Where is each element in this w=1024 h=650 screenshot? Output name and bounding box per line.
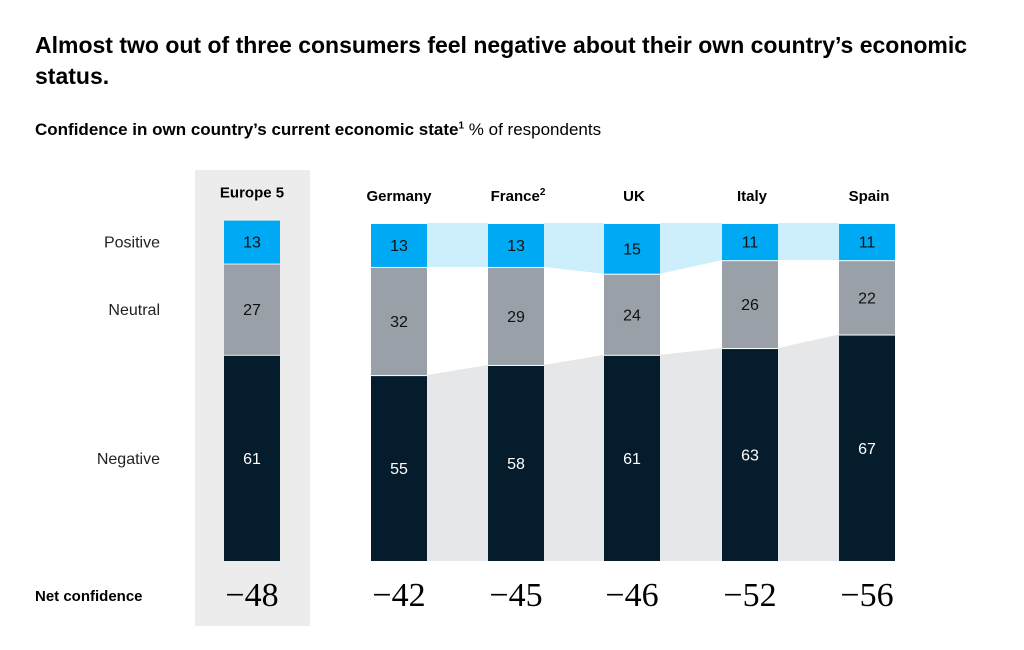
- category-label: UK: [623, 188, 645, 205]
- data-label-negative: 58: [507, 456, 525, 473]
- data-label-positive: 11: [859, 235, 876, 252]
- net-confidence-label: Net confidence: [35, 588, 143, 605]
- subtitle-footnote: 1: [458, 120, 465, 132]
- net-confidence-value: −52: [723, 577, 776, 614]
- chart-title: Almost two out of three consumers feel n…: [35, 32, 968, 89]
- data-label-neutral: 22: [858, 290, 876, 307]
- bar-segment-negative: [839, 335, 895, 561]
- bar-segment-negative: [604, 355, 660, 561]
- data-label-neutral: 29: [507, 309, 525, 326]
- negative-connector-band: [544, 354, 604, 561]
- positive-connector-band: [660, 223, 722, 274]
- bar-segment-positive: [604, 224, 660, 274]
- category-label: Spain: [849, 188, 890, 205]
- category-label: Italy: [737, 188, 768, 205]
- bar-segment-negative: [224, 355, 280, 561]
- chart-subtitle: Confidence in own country’s current econ…: [35, 120, 601, 140]
- positive-connector-band: [544, 223, 604, 274]
- data-label-positive: 13: [507, 238, 525, 255]
- data-label-negative: 63: [741, 448, 759, 465]
- bar-segment-neutral: [224, 264, 280, 355]
- bar-segment-positive: [488, 224, 544, 267]
- bar-segment-neutral: [722, 261, 778, 349]
- data-label-negative: 55: [390, 461, 408, 478]
- negative-connector-band: [778, 334, 839, 561]
- data-label-positive: 15: [623, 241, 641, 258]
- negative-connector-band: [427, 364, 488, 561]
- data-label-negative: 61: [623, 451, 641, 468]
- net-confidence-value: −48: [225, 577, 278, 614]
- bar-segment-positive: [839, 224, 895, 261]
- bar-segment-negative: [722, 349, 778, 561]
- data-label-positive: 13: [390, 238, 408, 255]
- net-confidence-value: −46: [605, 577, 658, 614]
- row-label-negative: Negative: [97, 451, 160, 468]
- subtitle-main: Confidence in own country’s current econ…: [35, 120, 459, 139]
- positive-connector-band: [427, 223, 488, 267]
- data-label-negative: 67: [858, 441, 876, 458]
- bar-segment-negative: [488, 365, 544, 561]
- row-label-positive: Positive: [104, 235, 160, 252]
- bar-segment-neutral: [371, 267, 427, 376]
- bar-segment-positive: [371, 224, 427, 267]
- subtitle-unit: % of respondents: [468, 120, 602, 139]
- data-label-negative: 61: [243, 451, 261, 468]
- bar-segment-positive: [224, 220, 280, 264]
- net-confidence-value: −45: [489, 577, 542, 614]
- data-label-positive: 13: [243, 235, 261, 252]
- net-confidence-value: −56: [840, 577, 893, 614]
- bar-segment-positive: [722, 224, 778, 261]
- data-label-neutral: 24: [623, 307, 641, 324]
- bar-segment-negative: [371, 376, 427, 561]
- data-label-neutral: 32: [390, 314, 408, 331]
- data-label-neutral: 26: [741, 297, 759, 314]
- row-label-neutral: Neutral: [108, 302, 160, 319]
- bar-segment-neutral: [839, 261, 895, 335]
- category-label: Germany: [366, 188, 432, 205]
- category-label: France2: [491, 187, 546, 205]
- bar-segment-neutral: [488, 267, 544, 365]
- category-footnote: 2: [540, 187, 546, 198]
- negative-connector-band: [660, 348, 722, 561]
- net-confidence-value: −42: [372, 577, 425, 614]
- positive-connector-band: [778, 223, 839, 261]
- data-label-positive: 11: [742, 235, 759, 252]
- data-label-neutral: 27: [243, 302, 261, 319]
- bar-segment-neutral: [604, 274, 660, 355]
- category-label: Europe 5: [220, 185, 284, 202]
